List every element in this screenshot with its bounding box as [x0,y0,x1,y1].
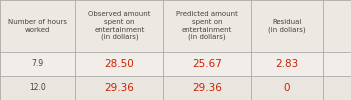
Text: 12.0: 12.0 [29,84,46,92]
Text: 28.50: 28.50 [105,59,134,69]
Text: 29.36: 29.36 [104,83,134,93]
Text: Predicted amount
spent on
entertainment
(in dollars): Predicted amount spent on entertainment … [176,12,238,40]
Text: Residual
(in dollars): Residual (in dollars) [268,19,306,33]
Bar [0,52,351,76]
Text: 2.83: 2.83 [275,59,299,69]
Bar [0,76,351,100]
Text: Observed amount
spent on
entertainment
(in dollars): Observed amount spent on entertainment (… [88,12,151,40]
Text: 0: 0 [284,83,290,93]
Text: 29.36: 29.36 [192,83,222,93]
Text: Number of hours
worked: Number of hours worked [8,19,67,33]
Text: 25.67: 25.67 [192,59,222,69]
Bar [0,0,351,52]
Text: 7.9: 7.9 [32,60,44,68]
